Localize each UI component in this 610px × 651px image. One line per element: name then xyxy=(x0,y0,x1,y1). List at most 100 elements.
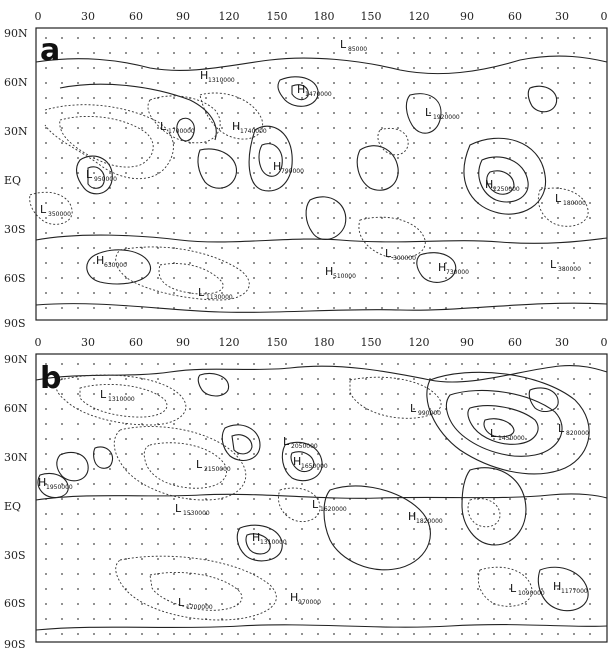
grid-dot xyxy=(77,202,79,204)
grid-dot xyxy=(93,468,95,470)
grid-dot xyxy=(77,262,79,264)
grid-dot xyxy=(413,232,415,234)
grid-dot xyxy=(477,187,479,189)
grid-dot xyxy=(269,52,271,54)
grid-dot xyxy=(77,307,79,309)
grid-dot xyxy=(397,588,399,590)
grid-dot xyxy=(333,618,335,620)
grid-dot xyxy=(189,247,191,249)
grid-dot xyxy=(429,172,431,174)
grid-dot xyxy=(381,543,383,545)
grid-dot xyxy=(365,408,367,410)
grid-dot xyxy=(221,97,223,99)
y-tick: 90N xyxy=(4,27,28,40)
grid-dot xyxy=(573,127,575,129)
grid-dot xyxy=(189,633,191,635)
grid-dot xyxy=(525,468,527,470)
grid-dot xyxy=(301,468,303,470)
grid-dot xyxy=(557,157,559,159)
grid-dot xyxy=(589,127,591,129)
grid-dot xyxy=(397,127,399,129)
grid-dot xyxy=(301,543,303,545)
grid-dot xyxy=(573,528,575,530)
grid-dot xyxy=(317,483,319,485)
grid-dot xyxy=(333,67,335,69)
grid-dot xyxy=(589,187,591,189)
grid-dot xyxy=(573,468,575,470)
x-tick: 60 xyxy=(508,10,522,23)
grid-dot xyxy=(285,157,287,159)
contour-line xyxy=(305,196,347,241)
grid-dot xyxy=(157,82,159,84)
grid-dot xyxy=(173,408,175,410)
grid-dot xyxy=(125,633,127,635)
grid-dot xyxy=(477,292,479,294)
grid-dot xyxy=(445,142,447,144)
contour-line xyxy=(59,83,217,141)
grid-dot xyxy=(237,37,239,39)
x-tick: 90 xyxy=(176,336,190,349)
grid-dot xyxy=(253,262,255,264)
grid-dot xyxy=(61,588,63,590)
grid-dot xyxy=(93,262,95,264)
grid-dot xyxy=(461,528,463,530)
grid-dot xyxy=(189,217,191,219)
grid-dot xyxy=(589,82,591,84)
grid-dot xyxy=(557,603,559,605)
grid-dot xyxy=(109,498,111,500)
grid-dot xyxy=(541,82,543,84)
grid-dot xyxy=(109,393,111,395)
grid-dot xyxy=(413,408,415,410)
grid-dot xyxy=(509,543,511,545)
grid-dot xyxy=(93,172,95,174)
panel-a-frame xyxy=(35,27,608,321)
center-value: 1310000 xyxy=(260,539,287,546)
grid-dot xyxy=(541,127,543,129)
grid-dot xyxy=(509,142,511,144)
x-tick: 150 xyxy=(361,10,382,23)
x-tick: 30 xyxy=(555,336,569,349)
grid-dot xyxy=(205,483,207,485)
grid-dot xyxy=(381,513,383,515)
grid-dot xyxy=(189,232,191,234)
grid-dot xyxy=(493,217,495,219)
grid-dot xyxy=(349,292,351,294)
grid-dot xyxy=(61,172,63,174)
panel-a-x-axis: 0 30 60 90 120 150 180 150 120 90 60 30 … xyxy=(35,10,608,23)
grid-dot xyxy=(285,618,287,620)
grid-dot xyxy=(557,498,559,500)
grid-dot xyxy=(237,67,239,69)
grid-dot xyxy=(429,453,431,455)
grid-dot xyxy=(45,82,47,84)
grid-dot xyxy=(365,393,367,395)
grid-dot xyxy=(45,127,47,129)
grid-dot xyxy=(157,378,159,380)
grid-dot xyxy=(349,232,351,234)
grid-dot xyxy=(445,528,447,530)
grid-dot xyxy=(253,618,255,620)
grid-dot xyxy=(589,142,591,144)
grid-dot xyxy=(365,573,367,575)
grid-dot xyxy=(397,307,399,309)
grid-dot xyxy=(285,292,287,294)
grid-dot xyxy=(461,573,463,575)
grid-dot xyxy=(125,393,127,395)
grid-dot xyxy=(397,498,399,500)
grid-dot xyxy=(493,187,495,189)
grid-dot xyxy=(301,97,303,99)
grid-dot xyxy=(381,277,383,279)
grid-dot xyxy=(269,468,271,470)
grid-dot xyxy=(557,307,559,309)
grid-dot xyxy=(125,292,127,294)
center-value: 1650000 xyxy=(301,463,328,470)
grid-dot xyxy=(365,468,367,470)
grid-dot xyxy=(93,97,95,99)
high-center-label: H xyxy=(232,120,240,133)
grid-dot xyxy=(45,157,47,159)
grid-dot xyxy=(333,513,335,515)
grid-dot xyxy=(573,37,575,39)
grid-dot xyxy=(349,142,351,144)
grid-dot xyxy=(237,277,239,279)
low-center-label: L xyxy=(283,435,290,448)
grid-dot xyxy=(509,453,511,455)
